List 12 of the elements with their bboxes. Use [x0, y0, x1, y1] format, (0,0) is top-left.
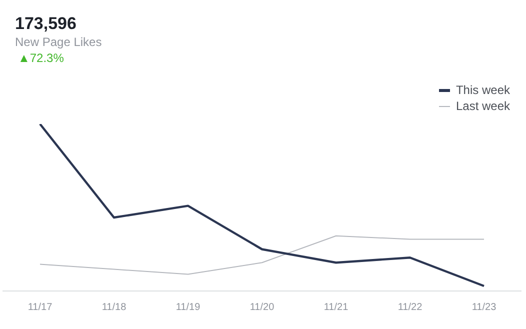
x-tick-label: 11/20 [250, 302, 275, 313]
legend-label: This week [456, 83, 510, 97]
x-tick-label: 11/19 [176, 302, 201, 313]
x-tick-label: 11/17 [28, 302, 53, 313]
x-tick-label: 11/18 [102, 302, 127, 313]
x-tick-label: 11/21 [324, 302, 349, 313]
x-tick-label: 11/23 [472, 302, 497, 313]
text: ▲72.3% [17, 50, 65, 66]
chart-title: 173,596 [15, 14, 78, 34]
chart-subtitle: New Page Likes [15, 34, 102, 50]
legend-label: Last week [456, 99, 510, 113]
x-tick-label: 11/22 [398, 302, 423, 313]
